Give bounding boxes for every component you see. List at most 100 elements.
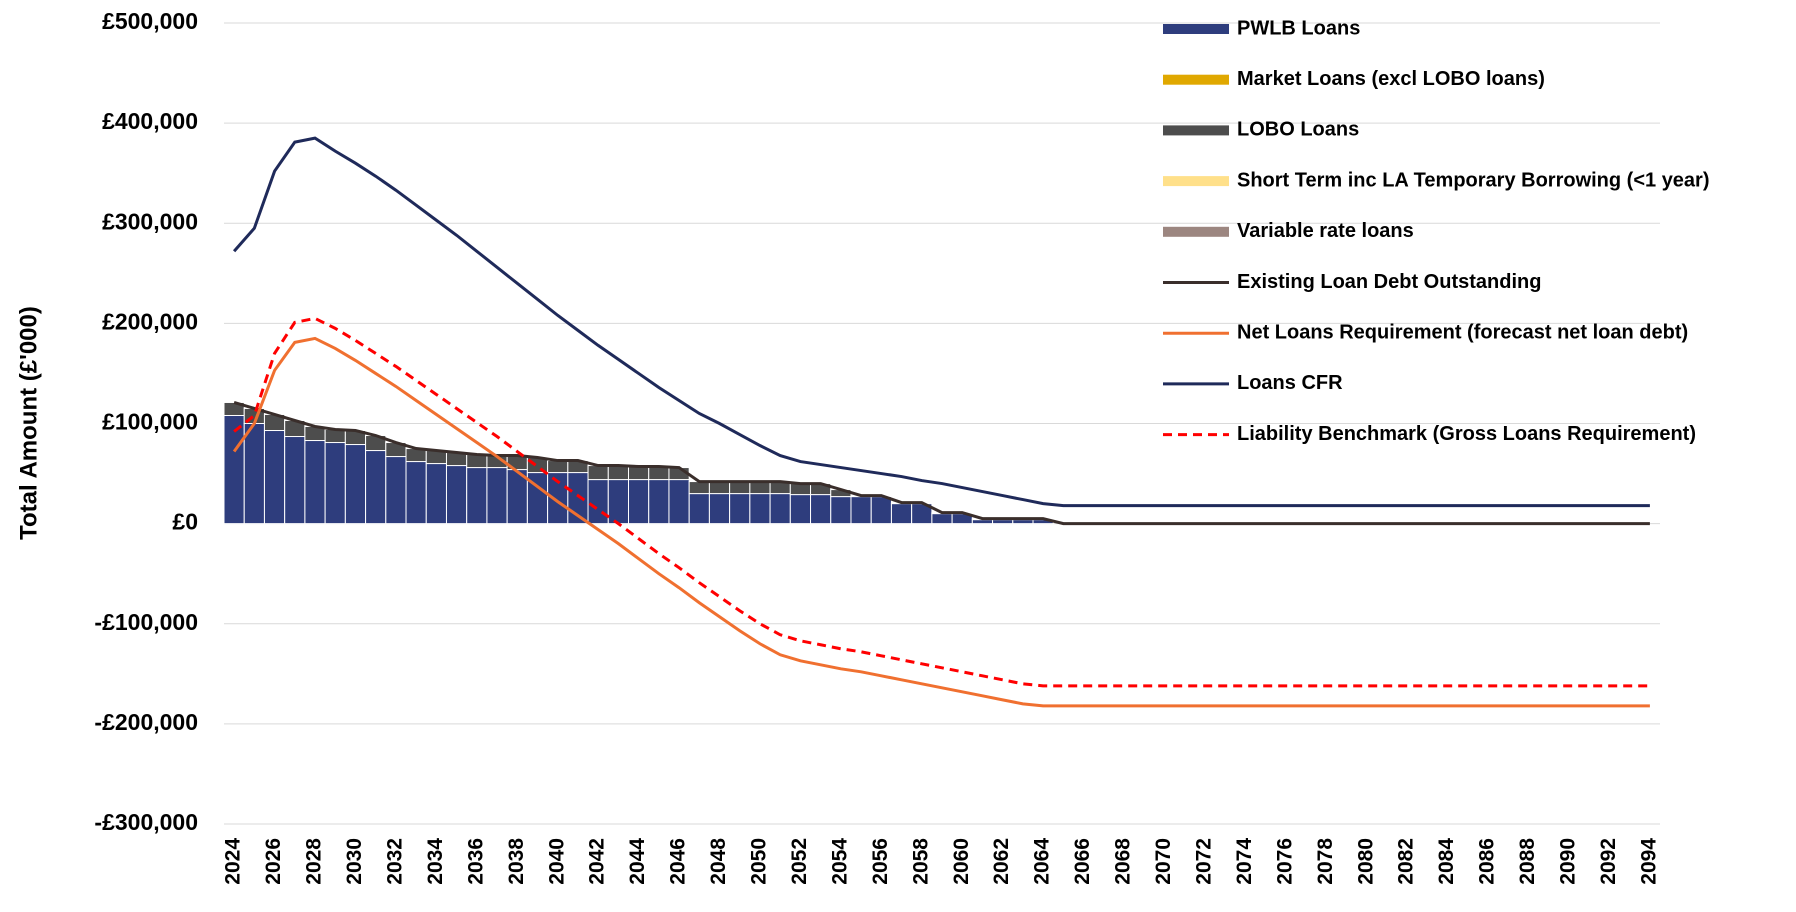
line-series [232, 136, 1650, 508]
bar [304, 440, 326, 525]
bar [385, 456, 407, 525]
bar [789, 483, 812, 496]
bar [425, 463, 447, 525]
bar [708, 481, 731, 495]
legend-label: Existing Loan Debt Outstanding [1237, 271, 1541, 293]
bar [1012, 519, 1034, 525]
x-tick-label: 2062 [990, 838, 1013, 885]
bar [749, 481, 771, 495]
bar [263, 430, 286, 525]
bar [769, 493, 791, 525]
bar [324, 442, 346, 525]
y-tick-label: £0 [172, 509, 198, 535]
x-tick-label: 2052 [788, 838, 811, 885]
bar [223, 414, 245, 525]
legend-label: Liability Benchmark (Gross Loans Require… [1237, 423, 1696, 445]
y-tick-label: £400,000 [102, 108, 198, 134]
legend-swatch [1163, 176, 1229, 187]
legend-label: Loans CFR [1237, 372, 1343, 394]
x-tick-label: 2090 [1557, 838, 1580, 885]
bar [284, 436, 306, 525]
y-tick-label: £200,000 [102, 308, 198, 334]
x-tick-label: 2056 [869, 838, 892, 885]
x-tick-label: 2072 [1192, 838, 1215, 885]
bar [628, 479, 650, 525]
bar [729, 481, 751, 495]
x-tick-label: 2036 [464, 838, 487, 885]
bar [445, 465, 468, 525]
x-tick-label: 2094 [1637, 838, 1660, 885]
x-tick-label: 2038 [505, 838, 528, 885]
x-tick-label: 2088 [1516, 838, 1539, 885]
x-tick-label: 2050 [748, 838, 771, 885]
y-tick-label: -£300,000 [94, 809, 198, 835]
legend-swatch [1163, 226, 1229, 237]
bar [587, 479, 609, 525]
bar [648, 466, 670, 481]
x-tick-label: 2032 [383, 838, 406, 885]
x-tick-label: 2082 [1395, 838, 1418, 885]
x-tick-label: 2044 [626, 838, 649, 885]
line-series [232, 336, 1650, 708]
x-tick-label: 2040 [545, 838, 568, 885]
bar [708, 493, 731, 525]
bar [850, 496, 872, 525]
legend-label: Net Loans Requirement (forecast net loan… [1237, 321, 1688, 343]
x-tick-label: 2060 [950, 838, 973, 885]
x-tick-label: 2068 [1112, 838, 1135, 885]
bar [688, 481, 710, 495]
x-tick-label: 2030 [343, 838, 366, 885]
bar [324, 429, 346, 444]
bar [931, 513, 953, 525]
legend-swatch [1163, 74, 1229, 85]
legend-label: PWLB Loans [1237, 17, 1360, 39]
bar [729, 493, 751, 525]
y-tick-label: -£200,000 [94, 709, 198, 735]
x-tick-label: 2080 [1354, 838, 1377, 885]
bar [870, 496, 892, 525]
bar [749, 493, 771, 525]
bar [789, 494, 812, 525]
bar [628, 466, 650, 481]
x-tick-label: 2054 [828, 838, 851, 885]
bar [547, 460, 569, 474]
x-tick-label: 2058 [909, 838, 932, 885]
bar [971, 519, 994, 525]
x-tick-label: 2066 [1071, 838, 1094, 885]
bar [830, 496, 852, 525]
x-tick-label: 2086 [1476, 838, 1499, 885]
bar [668, 479, 690, 525]
x-tick-label: 2028 [303, 838, 326, 885]
bar [243, 423, 265, 525]
x-tick-label: 2048 [707, 838, 730, 885]
bar [992, 519, 1014, 525]
x-tick-label: 2092 [1597, 838, 1620, 885]
x-tick-label: 2076 [1273, 838, 1296, 885]
x-tick-label: 2070 [1152, 838, 1175, 885]
legend-swatch [1163, 24, 1229, 34]
y-tick-label: £100,000 [102, 409, 198, 435]
x-tick-label: 2042 [586, 838, 609, 885]
bar [344, 444, 367, 525]
bar [688, 493, 710, 525]
y-tick-label: £500,000 [102, 8, 198, 34]
x-tick-label: 2078 [1314, 838, 1337, 885]
legend-label: Short Term inc LA Temporary Borrowing (<… [1237, 169, 1710, 191]
x-tick-label: 2034 [424, 838, 447, 885]
legend-label: Market Loans (excl LOBO loans) [1237, 68, 1545, 90]
y-tick-label: -£100,000 [94, 609, 198, 635]
line-series [233, 401, 1650, 526]
y-axis-title: Total Amount (£'000) [15, 306, 42, 540]
x-tick-label: 2084 [1435, 838, 1458, 885]
bar [466, 454, 488, 469]
x-tick-label: 2064 [1031, 838, 1054, 885]
bar [648, 479, 670, 525]
bar [607, 479, 630, 525]
x-tick-label: 2024 [222, 838, 245, 885]
x-tick-label: 2074 [1233, 838, 1256, 885]
y-tick-label: £300,000 [102, 208, 198, 234]
x-tick-label: 2046 [667, 838, 690, 885]
legend-swatch [1163, 125, 1229, 136]
x-tick-label: 2026 [262, 838, 285, 885]
